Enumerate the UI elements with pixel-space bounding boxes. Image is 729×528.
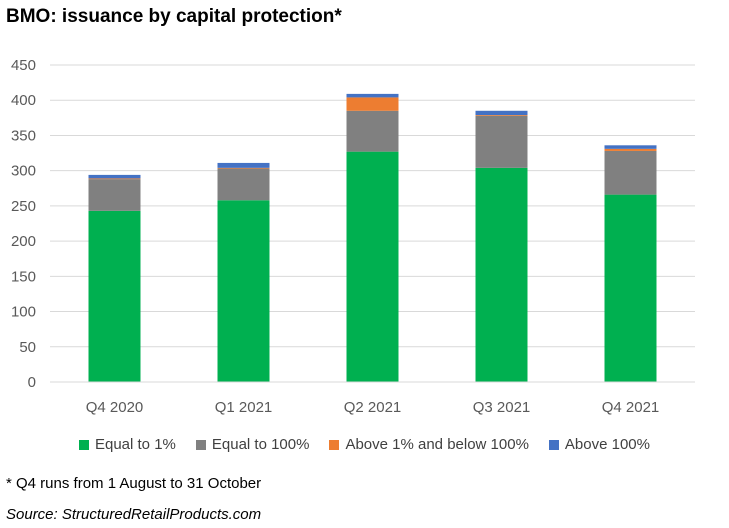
legend-swatch bbox=[329, 439, 340, 450]
y-tick-label: 150 bbox=[11, 268, 36, 285]
bar-segment bbox=[604, 150, 657, 195]
legend-item: Above 1% and below 100% bbox=[329, 436, 529, 453]
y-tick-label: 250 bbox=[11, 198, 36, 215]
y-tick-label: 400 bbox=[11, 92, 36, 109]
bar-segment bbox=[475, 110, 528, 116]
bar-stacks bbox=[88, 93, 657, 382]
x-tick-label: Q4 2021 bbox=[602, 399, 660, 416]
x-axis-tick-labels: Q4 2020 Q1 2021 Q2 2021 Q3 2021 Q4 2021 bbox=[86, 399, 660, 416]
legend-swatch bbox=[78, 439, 89, 450]
bar-segment bbox=[88, 174, 141, 179]
y-axis-tick-labels: 0 50 100 150 200 250 300 350 400 450 bbox=[11, 57, 36, 391]
legend-label: Above 1% and below 100% bbox=[345, 436, 529, 453]
bar-segment bbox=[346, 93, 399, 98]
bar-segment bbox=[217, 168, 270, 201]
legend-swatch bbox=[548, 439, 559, 450]
legend-item: Above 100% bbox=[548, 436, 650, 453]
bar-segment bbox=[475, 167, 528, 382]
y-tick-label: 50 bbox=[19, 339, 36, 356]
source-note: Source: StructuredRetailProducts.com bbox=[6, 506, 262, 523]
bar-segment bbox=[604, 145, 657, 149]
y-tick-label: 350 bbox=[11, 127, 36, 144]
bar-segment bbox=[346, 110, 399, 152]
y-tick-label: 0 bbox=[28, 374, 36, 391]
bar-segment bbox=[346, 151, 399, 382]
legend-label: Equal to 100% bbox=[211, 436, 310, 453]
x-tick-label: Q3 2021 bbox=[473, 399, 531, 416]
bar-segment bbox=[217, 167, 270, 169]
legend-label: Equal to 1% bbox=[94, 436, 176, 453]
chart-title: BMO: issuance by capital protection* bbox=[6, 6, 342, 27]
y-tick-label: 300 bbox=[11, 163, 36, 180]
bar-segment bbox=[346, 97, 399, 111]
bar-segment bbox=[475, 115, 528, 168]
chart-plot: 0 50 100 150 200 250 300 350 400 450 Q4 2020 Q1 20… bbox=[11, 57, 695, 416]
bar-segment bbox=[604, 148, 657, 151]
legend: Equal to 1% Equal to 100% Above 1% and bel… bbox=[0, 436, 729, 453]
bar-segment bbox=[88, 210, 141, 382]
legend-label: Above 100% bbox=[564, 436, 650, 453]
bar-segment bbox=[604, 194, 657, 382]
bar-segment bbox=[88, 179, 141, 211]
legend-item: Equal to 100% bbox=[195, 436, 310, 453]
y-tick-label: 200 bbox=[11, 233, 36, 250]
x-tick-label: Q2 2021 bbox=[344, 399, 402, 416]
legend-item: Equal to 1% bbox=[78, 436, 176, 453]
bar-segment bbox=[217, 162, 270, 168]
y-tick-label: 100 bbox=[11, 304, 36, 321]
bar-segment bbox=[475, 115, 528, 116]
x-tick-label: Q4 2020 bbox=[86, 399, 144, 416]
x-tick-label: Q1 2021 bbox=[215, 399, 273, 416]
y-tick-label: 450 bbox=[11, 57, 36, 74]
bar-segment bbox=[217, 200, 270, 382]
legend-swatch bbox=[195, 439, 206, 450]
footnote: * Q4 runs from 1 August to 31 October bbox=[6, 475, 262, 492]
bar-segment bbox=[88, 178, 141, 180]
